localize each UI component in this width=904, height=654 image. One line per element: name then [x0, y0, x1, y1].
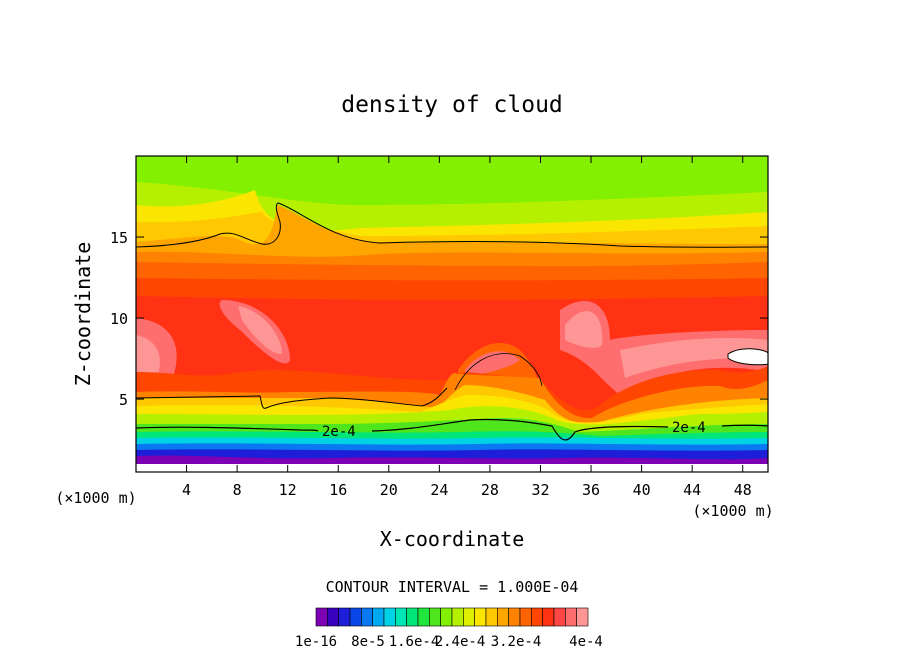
colorbar-swatch [372, 607, 385, 627]
x-tick-label: 16 [329, 481, 347, 499]
x-tick-label: 36 [582, 481, 600, 499]
colorbar-label: 1.6e-4 [389, 634, 440, 650]
colorbar-swatch [497, 607, 509, 627]
chart-title: density of cloud [341, 92, 563, 118]
x-tick-label: 20 [380, 481, 398, 499]
contour-label-right: 2e-4 [672, 420, 706, 436]
contour-bump-line [454, 353, 543, 391]
bump-pink [465, 351, 520, 378]
x-tick-label: 12 [279, 481, 297, 499]
colorbar-swatch [451, 607, 464, 627]
colorbar-swatch [508, 607, 521, 627]
contour-upper-line [136, 202, 768, 248]
colorbar-swatch [440, 607, 453, 627]
colorbar-swatch [429, 607, 441, 627]
x-tick-label: 44 [683, 481, 701, 499]
colorbar-swatch [519, 607, 532, 627]
colorbar-label: 3.2e-4 [491, 634, 542, 650]
x-tick-label: 40 [633, 481, 651, 499]
y-axis-label: Z-coordinate [71, 242, 95, 387]
colorbar-swatch [349, 607, 362, 627]
x-axis-label: X-coordinate [380, 527, 525, 551]
contour-2e-4-line-mid [371, 418, 669, 441]
x-unit-left: (×1000 m) [55, 489, 136, 507]
colorbar-swatch [383, 607, 396, 627]
y-tick-label: 10 [110, 310, 128, 328]
colorbar-label: 1e-16 [295, 634, 337, 650]
contour-2e-4-line-right [721, 424, 768, 427]
contour-label-left: 2e-4 [322, 424, 356, 440]
x-tick-label: 48 [734, 481, 752, 499]
colorbar-label: 4e-4 [569, 634, 603, 650]
x-tick-label: 24 [430, 481, 448, 499]
contour-field [136, 156, 768, 472]
colorbar-swatch [474, 607, 487, 627]
plot-frame [135, 155, 769, 473]
x-tick-label: 28 [481, 481, 499, 499]
x-tick-label: 8 [233, 481, 242, 499]
colorbar-label: 8e-5 [351, 634, 385, 650]
colorbar-swatch [485, 607, 498, 627]
colorbar [315, 607, 589, 627]
x-unit-right: (×1000 m) [692, 502, 773, 520]
contour-interval-text: CONTOUR INTERVAL = 1.000E-04 [326, 578, 579, 596]
pink-lobe-upper-inner [238, 306, 282, 355]
colorbar-swatch [327, 607, 339, 627]
colorbar-swatch [542, 607, 555, 627]
colorbar-swatch [565, 607, 577, 627]
contour-lower-line [136, 387, 448, 409]
pink-lobe-right-inner [565, 311, 768, 378]
colorbar-swatch [406, 607, 419, 627]
colorbar-swatch [463, 607, 475, 627]
x-axis-ticks: 4 8 12 16 20 24 28 32 36 40 44 48 [182, 156, 752, 499]
x-tick-label: 4 [182, 481, 191, 499]
y-tick-label: 15 [110, 229, 128, 247]
contour-2e-4-line-left [136, 426, 319, 432]
y-tick-label: 5 [119, 391, 128, 409]
colorbar-swatch [553, 607, 566, 627]
colorbar-swatch [338, 607, 351, 627]
colorbar-swatch [576, 607, 589, 627]
colorbar-swatch [417, 607, 430, 627]
x-tick-label: 32 [531, 481, 549, 499]
white-spot [727, 348, 768, 366]
colorbar-swatch [395, 607, 407, 627]
colorbar-swatch [315, 607, 328, 627]
y-axis-ticks: 5 10 15 [110, 229, 768, 409]
colorbar-label: 2.4e-4 [435, 634, 486, 650]
colorbar-swatch [361, 607, 373, 627]
colorbar-labels: 1e-16 8e-5 1.6e-42.4e-4 3.2e-4 4e-4 [295, 634, 603, 650]
colorbar-swatch [531, 607, 543, 627]
